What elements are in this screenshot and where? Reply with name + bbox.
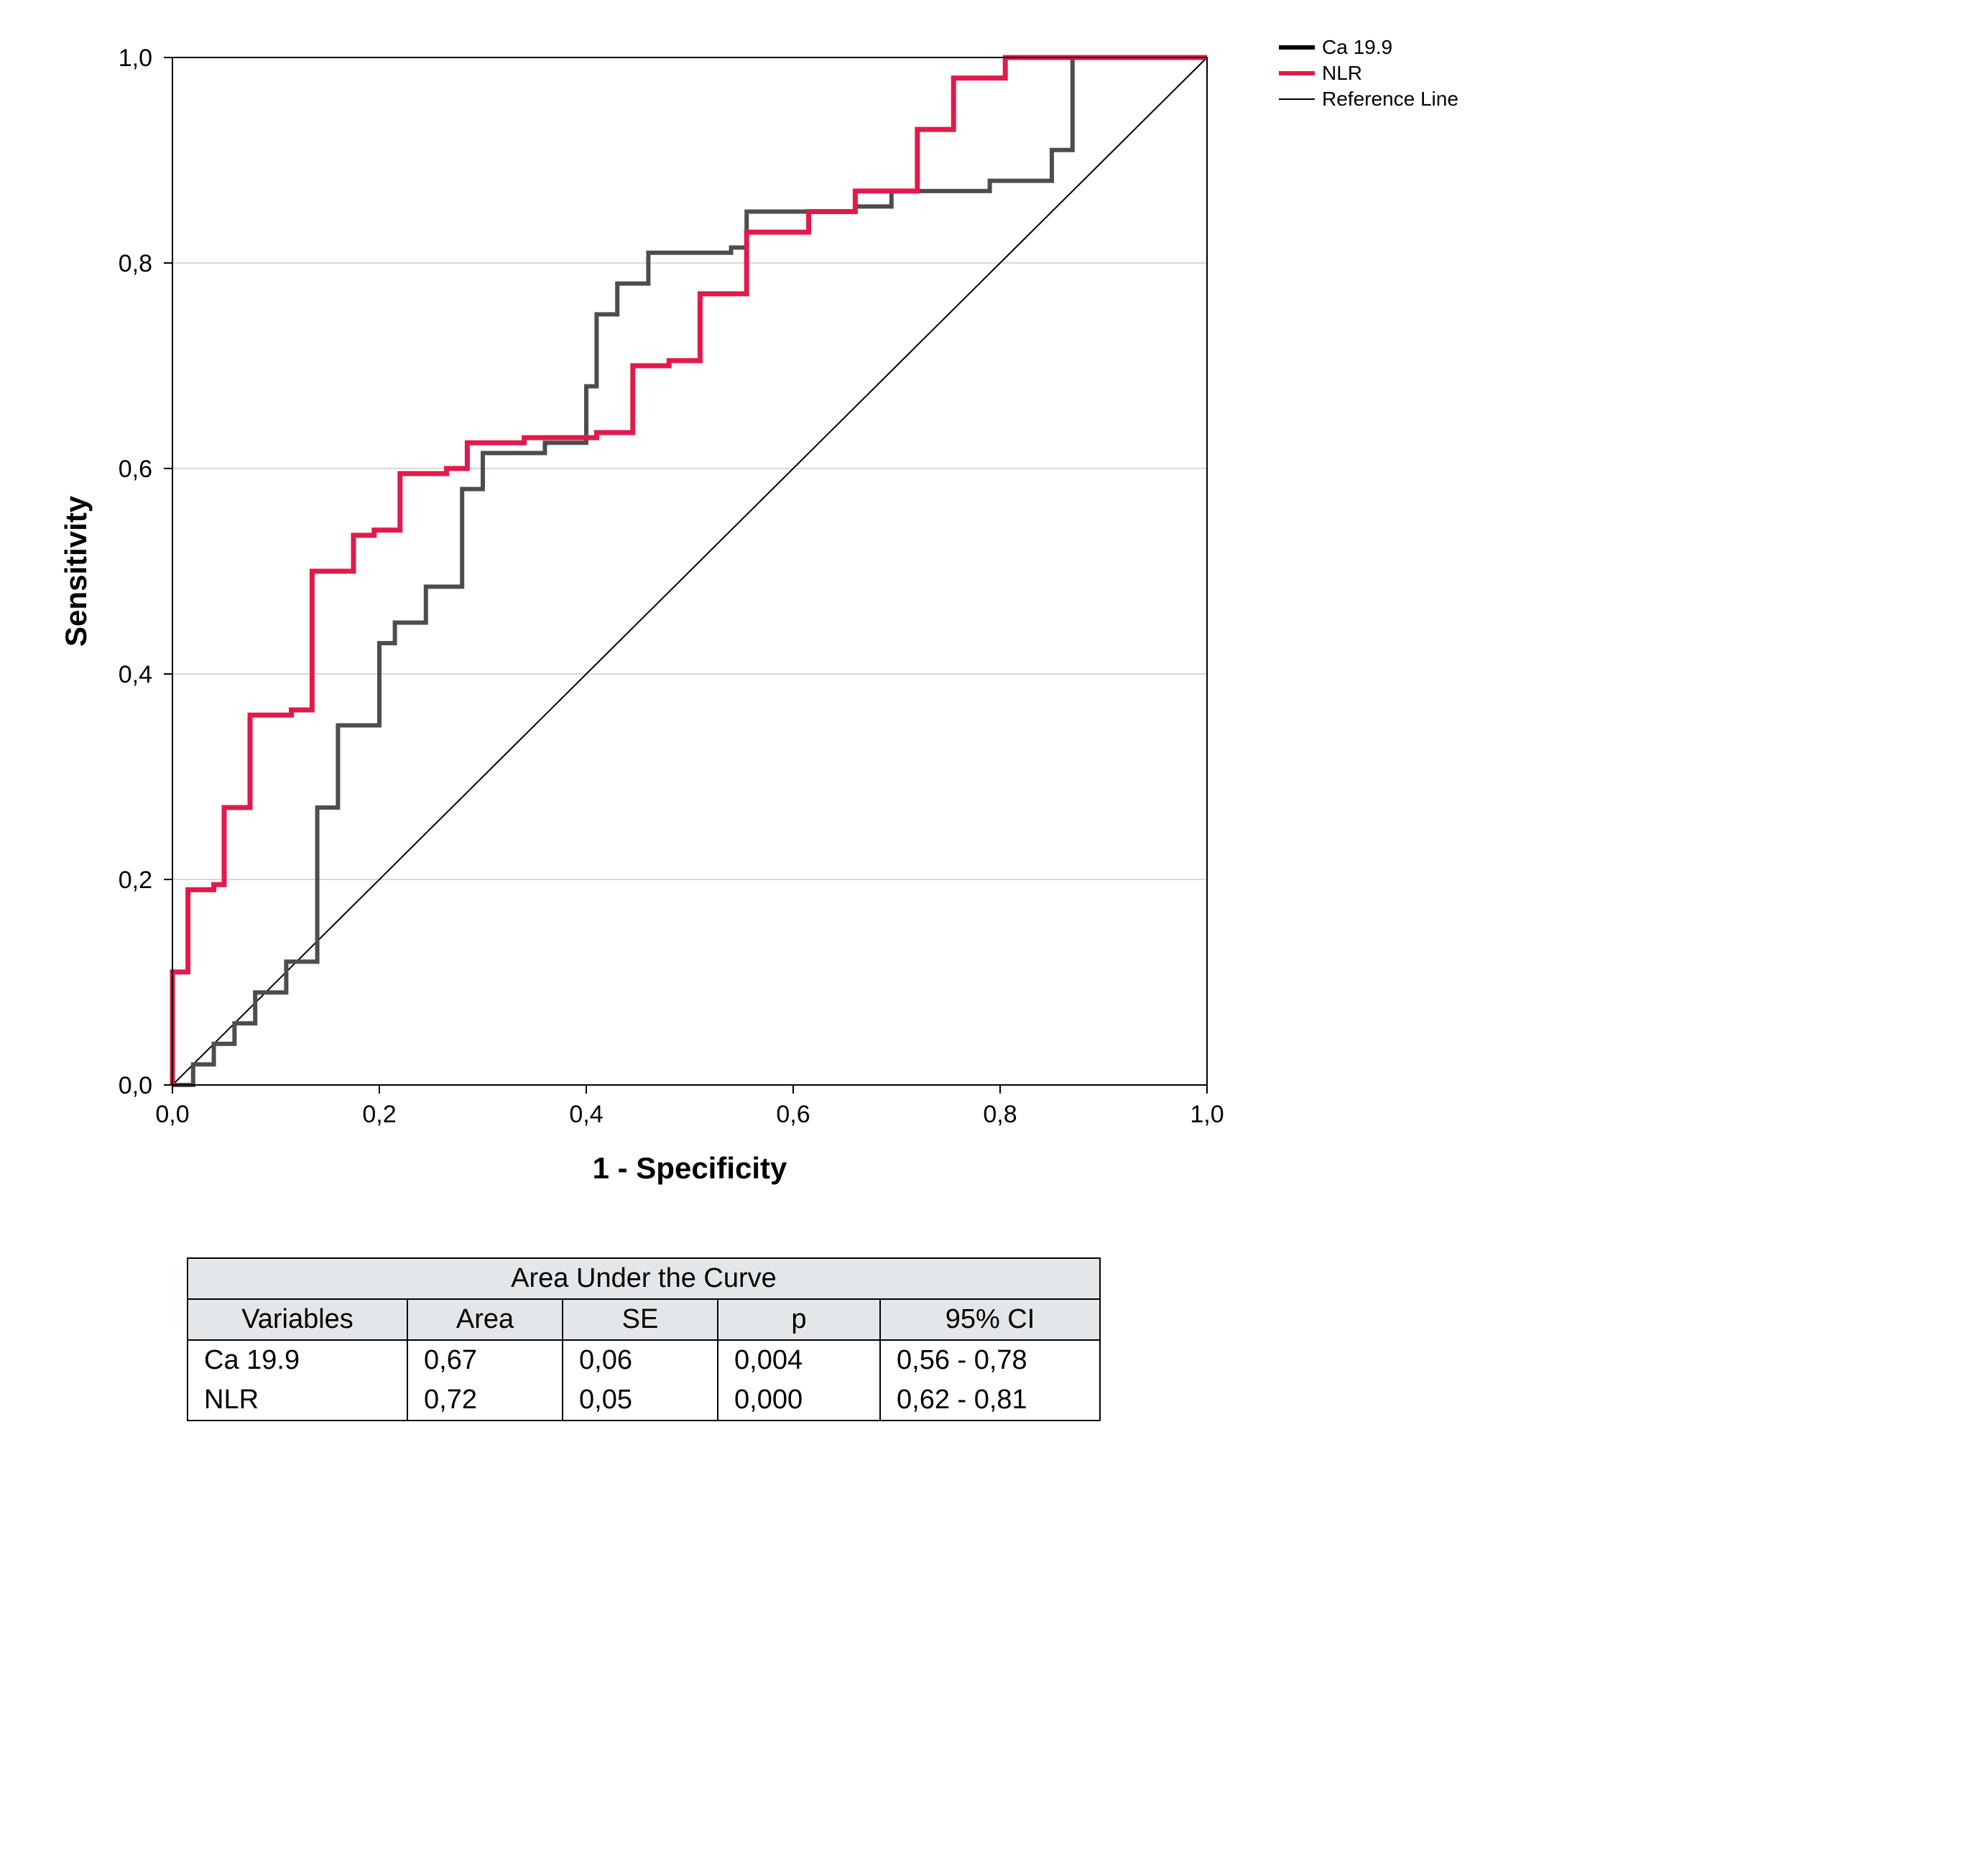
table-header-cell: Variables (188, 1299, 407, 1340)
legend-item: Reference Line (1279, 88, 1458, 111)
legend-item: NLR (1279, 62, 1458, 85)
table-cell: 0,56 - 0,78 (880, 1340, 1100, 1380)
roc-chart: 0,00,0 0,2 0,2 0,4 0,4 0,6 0,6 0,8 0,8 1,0 1,0 1 - … (29, 29, 1250, 1214)
y-tick-label: 0,2 (119, 867, 152, 894)
x-tick-label: 0,8 (983, 1101, 1017, 1128)
table-cell: NLR (188, 1380, 407, 1421)
legend-item: Ca 19.9 (1279, 36, 1458, 59)
legend-label: Ca 19.9 (1322, 36, 1392, 59)
table-cell: 0,06 (563, 1340, 718, 1380)
chart-row: 0,00,0 0,2 0,2 0,4 0,4 0,6 0,6 0,8 0,8 1,0 1,0 1 - … (29, 29, 1458, 1214)
x-tick-label: 1,0 (1190, 1101, 1224, 1128)
x-tick-label: 0,4 (569, 1101, 603, 1128)
table-cell: 0,67 (407, 1340, 563, 1380)
x-tick-label: 0,6 (776, 1101, 810, 1128)
legend-swatch-icon (1279, 66, 1315, 80)
x-tick-label: 0,0 (155, 1101, 189, 1128)
table-header-cell: SE (563, 1299, 718, 1340)
y-axis-label: Sensitivity (59, 495, 93, 647)
table-row: Ca 19.90,670,060,0040,56 - 0,78 (188, 1340, 1100, 1380)
table-header-cell: p (718, 1299, 880, 1340)
x-axis-label: 1 - Specificity (593, 1151, 787, 1185)
table-cell: 0,62 - 0,81 (880, 1380, 1100, 1421)
table-cell: 0,05 (563, 1380, 718, 1421)
y-tick-label: 0,4 (119, 661, 152, 688)
y-tick-label: 1,0 (119, 45, 152, 72)
table-row: NLR0,720,050,0000,62 - 0,81 (188, 1380, 1100, 1421)
table-header-cell: Area (407, 1299, 563, 1340)
table-cell: 0,004 (718, 1340, 880, 1380)
legend-swatch-icon (1279, 92, 1315, 106)
y-tick-label: 0,6 (119, 456, 152, 483)
legend-label: Reference Line (1322, 88, 1458, 111)
y-tick-label: 0,8 (119, 250, 152, 277)
table-title: Area Under the Curve (188, 1258, 1100, 1299)
table-header-cell: 95% CI (880, 1299, 1100, 1340)
auc-table: Area Under the CurveVariablesAreaSEp95% … (187, 1257, 1101, 1421)
table-cell: 0,000 (718, 1380, 880, 1421)
legend-label: NLR (1322, 62, 1362, 85)
legend-swatch-icon (1279, 40, 1315, 55)
x-tick-label: 0,2 (362, 1101, 396, 1128)
table-cell: Ca 19.9 (188, 1340, 407, 1380)
y-tick-label: 0,0 (119, 1072, 152, 1099)
table-cell: 0,72 (407, 1380, 563, 1421)
legend: Ca 19.9 NLR Reference Line (1279, 36, 1458, 114)
